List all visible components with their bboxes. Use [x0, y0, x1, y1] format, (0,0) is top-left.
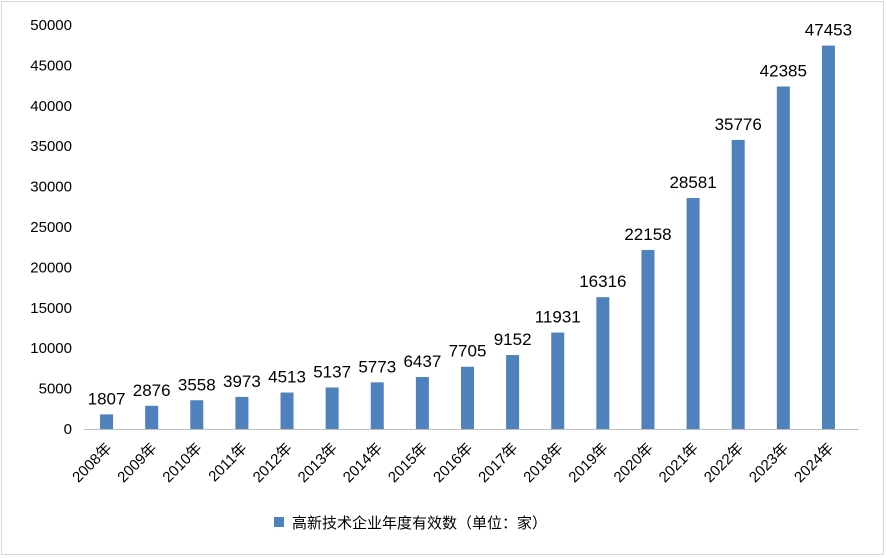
y-tick-label: 40000 [30, 98, 72, 115]
bar [190, 400, 204, 429]
y-tick-label: 10000 [30, 340, 72, 357]
x-tick-label: 2011年 [205, 440, 250, 485]
data-label: 28581 [669, 173, 716, 192]
bar [596, 297, 610, 429]
x-tick-label: 2019年 [565, 440, 611, 486]
x-tick-label: 2024年 [791, 440, 837, 486]
bar [551, 332, 565, 429]
x-tick-label: 2016年 [430, 440, 476, 486]
data-label: 4513 [268, 368, 306, 387]
y-tick-label: 25000 [30, 219, 72, 236]
data-label: 42385 [760, 62, 807, 81]
x-tick-label: 2012年 [250, 440, 296, 486]
data-label: 3973 [223, 372, 261, 391]
data-label: 47453 [805, 21, 852, 40]
x-tick-label: 2017年 [475, 440, 521, 486]
y-tick-label: 0 [64, 421, 72, 438]
bar [370, 382, 384, 429]
data-label: 3558 [178, 375, 216, 394]
data-label: 7705 [449, 342, 487, 361]
bar [686, 198, 700, 429]
bar [461, 366, 474, 429]
data-label: 2876 [133, 381, 171, 400]
y-axis: 0 5000 10000 15000 20000 25000 30000 35000 40000… [30, 17, 72, 438]
x-tick-label: 2008年 [69, 440, 115, 486]
data-label: 16316 [579, 272, 626, 291]
data-label: 5137 [313, 362, 351, 381]
y-tick-label: 5000 [39, 381, 72, 398]
bar [325, 387, 339, 429]
bar [641, 249, 655, 429]
x-tick-label: 2023年 [746, 440, 792, 486]
bars [100, 45, 835, 429]
y-tick-label: 50000 [30, 17, 72, 34]
bar [415, 376, 429, 429]
data-label: 9152 [494, 330, 532, 349]
x-tick-label: 2021年 [656, 440, 702, 486]
y-tick-label: 15000 [30, 300, 72, 317]
data-label: 11931 [535, 308, 581, 327]
x-tick-label: 2018年 [520, 440, 566, 486]
legend-label: 高新技术企业年度有效数（单位：家） [292, 514, 547, 532]
data-label: 35776 [715, 115, 762, 134]
bar [731, 139, 745, 429]
data-label: 22158 [624, 225, 671, 244]
x-tick-label: 2020年 [611, 440, 657, 486]
bar [821, 45, 835, 429]
bar [506, 355, 520, 429]
bar [100, 414, 114, 429]
legend-swatch [274, 517, 284, 527]
x-tick-label: 2010年 [159, 440, 205, 486]
x-tick-label: 2014年 [340, 440, 386, 486]
bar [235, 396, 249, 429]
bar [145, 405, 159, 429]
data-label: 5773 [358, 357, 396, 376]
data-labels: 1807 2876 3558 3973 4513 5137 5773 6437 7705 9152… [88, 21, 852, 409]
legend: 高新技术企业年度有效数（单位：家） [274, 514, 547, 532]
x-tick-label: 2009年 [114, 440, 160, 486]
y-tick-label: 30000 [30, 179, 72, 196]
x-tick-label: 2022年 [701, 440, 747, 486]
x-tick-label: 2015年 [385, 440, 431, 486]
data-label: 1807 [88, 389, 126, 408]
bar [280, 392, 294, 429]
x-tick-label: 2013年 [295, 440, 341, 486]
y-tick-label: 35000 [30, 138, 72, 155]
y-tick-label: 45000 [30, 57, 72, 74]
bar [776, 86, 790, 429]
data-label: 6437 [403, 352, 441, 371]
y-tick-label: 20000 [30, 259, 72, 276]
